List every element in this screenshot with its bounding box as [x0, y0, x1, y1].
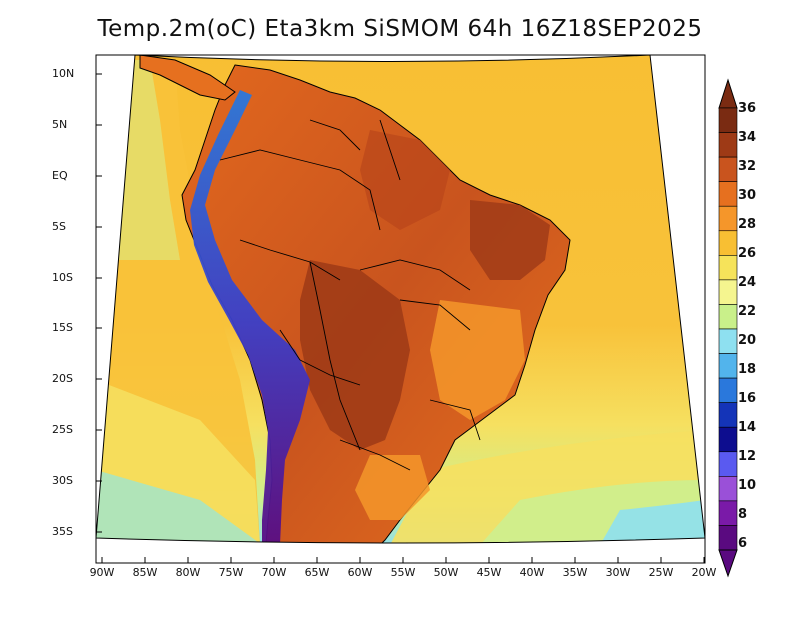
lon-label-85w: 85W — [132, 566, 158, 579]
map-field — [96, 55, 705, 543]
colorbar-segment — [718, 426, 738, 453]
lon-label-65w: 65W — [304, 566, 330, 579]
lat-label-eq: EQ — [52, 169, 68, 182]
colorbar-label-36: 36 — [738, 101, 757, 116]
colorbar-label-20: 20 — [738, 333, 757, 348]
lon-label-55w: 55W — [390, 566, 416, 579]
atlantic-coldest — [600, 500, 705, 543]
colorbar-segment — [718, 279, 738, 305]
hot-interior — [300, 260, 410, 450]
colorbar-segment — [718, 500, 738, 526]
colorbar-segment — [718, 525, 738, 551]
lon-label-80w: 80W — [175, 566, 201, 579]
colorbar-segment — [718, 451, 738, 477]
colorbar-label-16: 16 — [738, 391, 757, 406]
colorbar-label-22: 22 — [738, 304, 757, 319]
colorbar-segment — [718, 132, 738, 158]
lat-label-5s: 5S — [52, 220, 66, 233]
lon-label-70w: 70W — [261, 566, 287, 579]
lon-label-40w: 40W — [519, 566, 545, 579]
colorbar-label-24: 24 — [738, 275, 757, 290]
lat-label-25s: 25S — [52, 423, 73, 436]
colorbar-label-10: 10 — [738, 478, 757, 493]
country-borders — [219, 119, 481, 471]
colorbar-segment — [718, 230, 738, 256]
colorbar-segment — [718, 402, 738, 428]
colorbar-label-8: 8 — [738, 507, 748, 522]
lon-label-25w: 25W — [648, 566, 674, 579]
colorbar-segment — [718, 156, 738, 182]
andes-cold-band — [190, 90, 310, 543]
hot-northeast — [470, 200, 550, 280]
map-frame — [95, 54, 706, 544]
colorbar-label-14: 14 — [738, 420, 757, 435]
lat-label-5n: 5N — [52, 118, 68, 131]
lon-label-35w: 35W — [562, 566, 588, 579]
colorbar-segment — [718, 476, 738, 502]
lon-label-45w: 45W — [476, 566, 502, 579]
colorbar-bottom-arrow — [718, 549, 738, 578]
lon-label-20w: 20W — [691, 566, 717, 579]
central-america — [139, 55, 236, 101]
colorbar-segment — [718, 353, 738, 379]
colorbar-segment — [718, 181, 738, 207]
pacific-cold-south — [96, 470, 262, 543]
colorbar — [718, 78, 738, 578]
colorbar-label-30: 30 — [738, 188, 757, 203]
lat-label-10n: 10N — [52, 67, 75, 80]
lat-label-30s: 30S — [52, 474, 73, 487]
mild-south — [355, 455, 430, 520]
lat-label-35s: 35S — [52, 525, 73, 538]
lon-label-60w: 60W — [347, 566, 373, 579]
lat-label-10s: 10S — [52, 271, 73, 284]
lon-label-30w: 30W — [605, 566, 631, 579]
colorbar-label-28: 28 — [738, 217, 757, 232]
colorbar-segment — [718, 304, 738, 330]
axes-frame — [95, 54, 706, 564]
lat-label-15s: 15S — [52, 321, 73, 334]
colorbar-segment — [718, 328, 738, 354]
colorbar-label-26: 26 — [738, 246, 757, 261]
lon-label-75w: 75W — [218, 566, 244, 579]
colorbar-segment — [718, 377, 738, 403]
colorbar-segment — [718, 205, 738, 232]
hot-north — [360, 130, 450, 230]
mild-southeast — [430, 300, 525, 420]
colorbar-label-12: 12 — [738, 449, 757, 464]
colorbar-segment — [718, 107, 738, 133]
lon-label-50w: 50W — [433, 566, 459, 579]
lat-ticks — [96, 73, 102, 533]
colorbar-segment — [718, 255, 738, 281]
lon-label-90w: 90W — [89, 566, 115, 579]
colorbar-label-18: 18 — [738, 362, 757, 377]
map-title: Temp.2m(oC) Eta3km SiSMOM 64h 16Z18SEP20… — [97, 16, 703, 42]
lon-ticks — [101, 557, 705, 563]
colorbar-top-arrow — [718, 78, 738, 109]
colorbar-label-32: 32 — [738, 159, 757, 174]
colorbar-label-34: 34 — [738, 130, 757, 145]
lat-label-20s: 20S — [52, 372, 73, 385]
colorbar-label-6: 6 — [738, 536, 748, 551]
